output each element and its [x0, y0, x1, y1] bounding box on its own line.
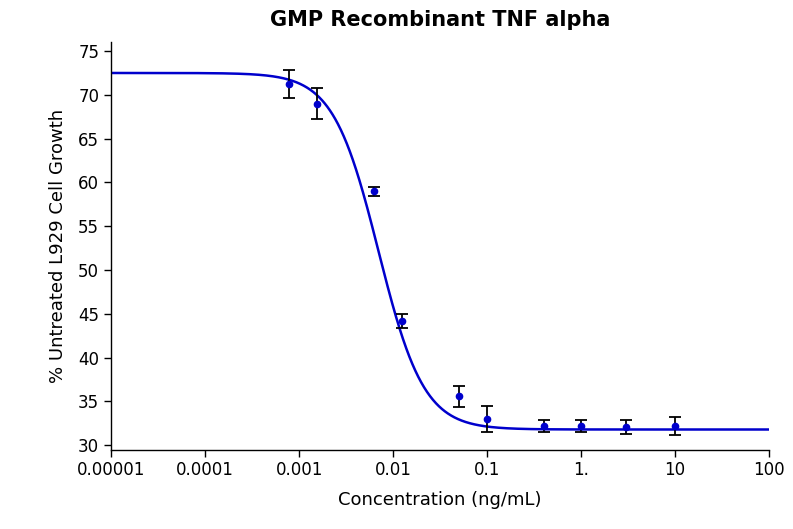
Y-axis label: % Untreated L929 Cell Growth: % Untreated L929 Cell Growth — [49, 109, 67, 383]
X-axis label: Concentration (ng/mL): Concentration (ng/mL) — [339, 490, 542, 508]
Title: GMP Recombinant TNF alpha: GMP Recombinant TNF alpha — [270, 10, 611, 30]
